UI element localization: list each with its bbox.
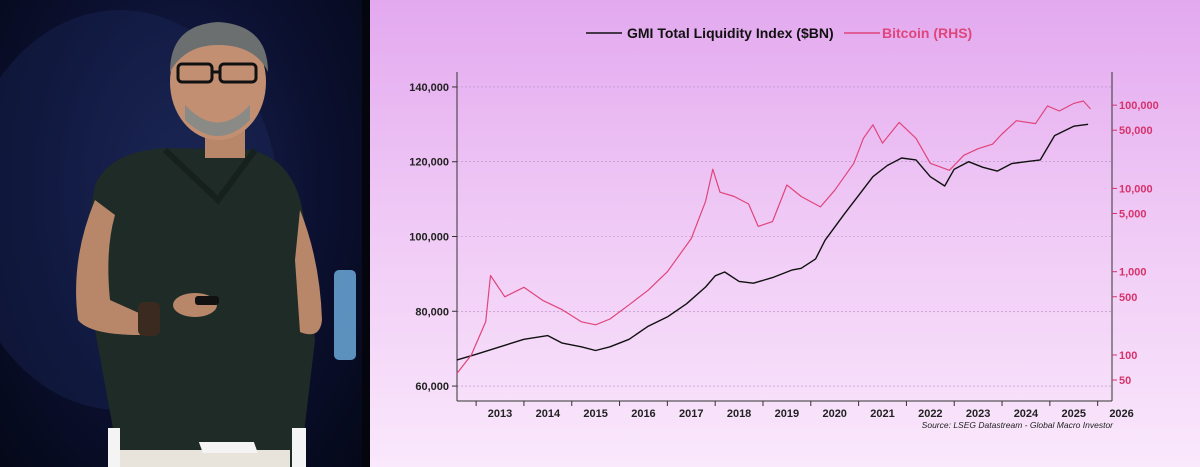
right-tick-label: 10,000 <box>1119 183 1153 195</box>
x-tick-label: 2013 <box>488 408 512 420</box>
left-tick-label: 60,000 <box>415 381 449 393</box>
x-tick-label: 2016 <box>631 408 655 420</box>
x-tick-label: 2023 <box>966 408 990 420</box>
x-tick-label: 2017 <box>679 408 703 420</box>
right-tick-label: 500 <box>1119 292 1137 304</box>
legend: GMI Total Liquidity Index ($BN) Bitcoin … <box>586 25 972 41</box>
chart-slide: GMI Total Liquidity Index ($BN) Bitcoin … <box>370 0 1200 467</box>
presenter-figure <box>0 10 356 467</box>
x-tick-label: 2021 <box>870 408 894 420</box>
x-tick-label: 2025 <box>1062 408 1086 420</box>
x-tick-label: 2024 <box>1014 408 1039 420</box>
x-tick-label: 2015 <box>583 408 607 420</box>
x-tick-label: 2019 <box>775 408 799 420</box>
stage-photo <box>0 0 362 467</box>
legend-label-liquidity: GMI Total Liquidity Index ($BN) <box>627 25 834 41</box>
x-tick-label: 2022 <box>918 408 942 420</box>
source-note: Source: LSEG Datastream - Global Macro I… <box>922 420 1114 430</box>
left-tick-label: 120,000 <box>409 157 449 169</box>
series-lines <box>456 100 1091 374</box>
right-tick-label: 100 <box>1119 350 1137 362</box>
liquidity-vs-bitcoin-chart: GMI Total Liquidity Index ($BN) Bitcoin … <box>409 25 1159 430</box>
right-tick-label: 100,000 <box>1119 100 1159 112</box>
x-tick-label: 2020 <box>822 408 846 420</box>
right-tick-label: 50 <box>1119 375 1131 387</box>
axes: 140,000 120,000 100,000 80,000 60,000 100,000… <box>409 72 1159 420</box>
right-tick-label: 1,000 <box>1119 267 1147 279</box>
right-tick-label: 50,000 <box>1119 125 1153 137</box>
x-tick-label: 2018 <box>727 408 751 420</box>
left-tick-label: 80,000 <box>415 306 449 318</box>
right-tick-label: 5,000 <box>1119 208 1147 220</box>
x-tick-label: 2014 <box>536 408 561 420</box>
legend-label-bitcoin: Bitcoin (RHS) <box>882 25 972 41</box>
gridlines <box>457 86 1112 387</box>
panel-divider <box>362 0 370 467</box>
left-tick-label: 140,000 <box>409 82 449 94</box>
x-tick-label: 2026 <box>1109 408 1133 420</box>
left-tick-label: 100,000 <box>409 232 449 244</box>
series-line-bitcoin <box>456 100 1091 374</box>
series-line-liquidity <box>456 123 1089 361</box>
